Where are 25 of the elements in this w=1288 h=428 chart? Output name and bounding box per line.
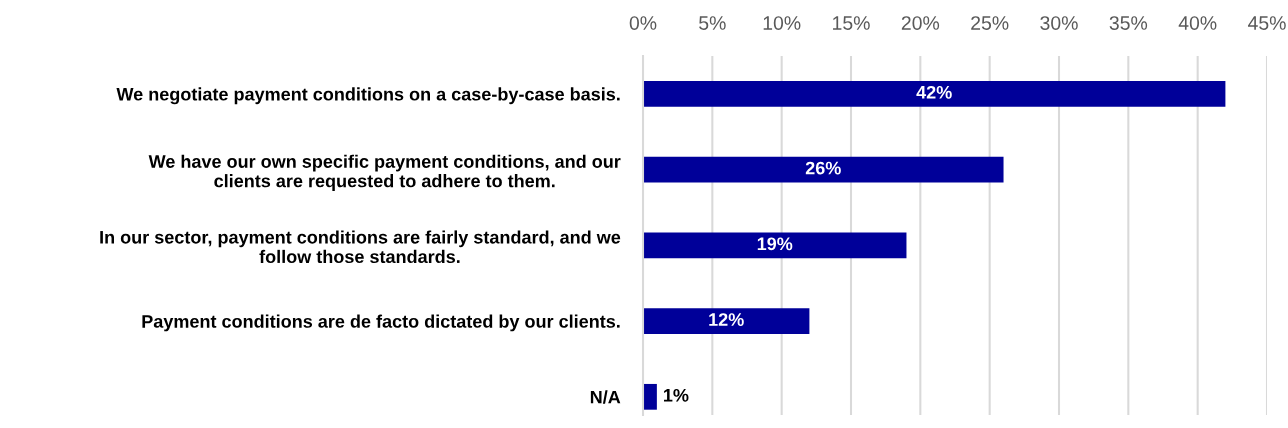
y-tick-label: N/A <box>590 390 621 404</box>
x-tick-label: 40% <box>1178 16 1217 30</box>
bar <box>643 156 1004 183</box>
x-tick-label: 30% <box>1040 16 1078 30</box>
bar <box>643 383 657 410</box>
bar <box>643 308 810 334</box>
y-tick-label: Payment conditions are de facto dictated by our clients. <box>142 314 620 332</box>
x-tick-label: 25% <box>971 16 1009 30</box>
y-tick-label: We negotiate payment conditions on a case-by-case basis. <box>116 87 620 105</box>
x-tick-label: 10% <box>763 16 801 30</box>
x-tick-label: 0% <box>629 16 657 30</box>
x-tick-label: 20% <box>901 16 940 30</box>
x-tick-label: 5% <box>699 16 726 30</box>
data-label: 26% <box>805 161 841 175</box>
x-tick-label: 45% <box>1247 16 1286 30</box>
data-label: 19% <box>757 237 793 251</box>
y-tick-label: We have our own specific payment conditions, and our clients are requested to adhere to them. <box>148 154 621 191</box>
bar <box>643 232 907 259</box>
data-label: 12% <box>709 313 744 326</box>
x-tick-label: 35% <box>1109 16 1148 30</box>
data-label: 1% <box>664 388 689 402</box>
data-label: 42% <box>916 85 952 99</box>
y-tick-label: In our sector, payment conditions are fairly standard, and we follow those standards. <box>100 230 621 264</box>
x-tick-label: 15% <box>833 16 870 30</box>
bar <box>643 80 1226 107</box>
